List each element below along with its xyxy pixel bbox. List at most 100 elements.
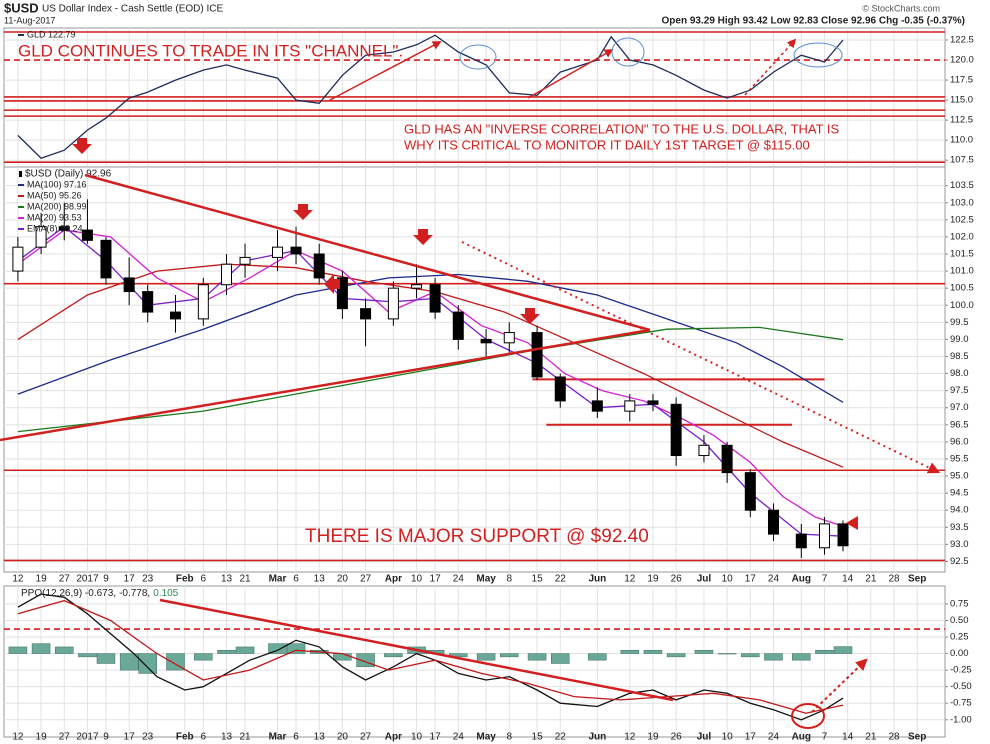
candle-body — [744, 472, 756, 511]
candle-body — [503, 332, 515, 344]
y-tick-label: 99.0 — [950, 334, 969, 345]
y-tick-label: 0.00 — [950, 648, 969, 659]
histogram-bar — [268, 643, 287, 654]
x-tick-label: 6 — [201, 574, 207, 585]
candle-body — [429, 284, 441, 313]
histogram-bar — [286, 643, 306, 654]
x-tick-label: 21 — [239, 574, 251, 585]
candle-body — [100, 239, 112, 279]
x-tick-label: 12 — [12, 574, 24, 585]
histogram-bar — [527, 653, 547, 661]
y-tick-label: 96.5 — [950, 419, 969, 430]
x-tick-label: 26 — [671, 732, 683, 743]
histogram-bar — [119, 653, 139, 671]
y-tick-label: 107.5 — [950, 155, 974, 166]
y-tick-label: 102.5 — [950, 214, 974, 225]
annotation: GLD CONTINUES TO TRADE IN ITS "CHANNEL". — [18, 41, 403, 60]
x-tick-label: 14 — [842, 574, 854, 585]
candle-body — [795, 533, 807, 549]
candle-body — [142, 291, 154, 313]
candle-body — [336, 277, 348, 310]
x-tick-label: 6 — [201, 732, 207, 743]
x-tick-label: 6 — [293, 732, 299, 743]
legend-label: 0.105 — [153, 588, 178, 599]
y-tick-label: 95.0 — [950, 471, 969, 482]
annotation: THERE IS MAJOR SUPPORT @ $92.40 — [305, 526, 649, 547]
histogram-bar — [741, 653, 760, 658]
y-tick-label: 117.5 — [950, 75, 973, 86]
histogram-bar — [476, 653, 496, 661]
x-tick-label: 19 — [36, 732, 48, 743]
x-tick-label: 17 — [745, 574, 757, 585]
x-tick-label: 27 — [360, 732, 372, 743]
y-tick-label: -1.00 — [950, 714, 972, 725]
x-tick-label: 2017 — [76, 732, 99, 743]
candle-body — [58, 226, 70, 231]
down-arrow — [413, 229, 433, 245]
series-line — [17, 229, 844, 527]
histogram-bar — [8, 646, 28, 654]
y-tick-label: 97.0 — [950, 402, 969, 413]
histogram-bar — [643, 650, 663, 654]
x-tick-label: 10 — [722, 732, 734, 743]
x-tick-label: 13 — [314, 732, 326, 743]
x-tick-label: 17 — [745, 732, 757, 743]
x-tick-label: May — [476, 574, 496, 585]
y-tick-label: 97.5 — [950, 385, 969, 396]
panel — [3, 166, 946, 573]
x-tick-label: 28 — [888, 574, 900, 585]
y-tick-label: 99.5 — [950, 317, 969, 328]
x-tick-label: 24 — [768, 574, 780, 585]
candle-body — [35, 226, 47, 248]
x-tick-label: Feb — [176, 732, 194, 743]
triangle — [846, 516, 858, 530]
candle-body — [818, 523, 830, 549]
y-tick-label: 112.5 — [950, 115, 973, 126]
histogram-bar — [333, 653, 352, 661]
x-tick-label: Jul — [697, 574, 712, 585]
histogram-bar — [138, 653, 157, 674]
candle-body — [81, 229, 93, 241]
candle-body — [271, 246, 283, 258]
left-arrow — [324, 274, 340, 294]
legend-label: PPO(12,26,9) -0.673, — [21, 588, 116, 599]
histogram-bar — [833, 646, 853, 654]
x-tick-label: 13 — [314, 574, 326, 585]
trend-arrow — [527, 49, 614, 99]
x-tick-label: 13 — [221, 574, 233, 585]
candle-body — [290, 246, 302, 255]
histogram-bar — [620, 650, 640, 654]
x-tick-label: 9 — [103, 732, 109, 743]
candle-body — [12, 246, 24, 272]
x-tick-label: 10 — [411, 574, 423, 585]
x-tick-label: Aug — [792, 574, 811, 585]
x-tick-label: 24 — [453, 732, 465, 743]
highlight-circle — [793, 42, 843, 68]
x-tick-label: May — [476, 732, 496, 743]
histogram-bar — [235, 646, 255, 654]
x-tick-label: 22 — [555, 732, 567, 743]
histogram-bar — [717, 653, 737, 655]
y-tick-label: 94.5 — [950, 488, 969, 499]
x-tick-label: 19 — [647, 574, 659, 585]
candle-body — [767, 509, 779, 535]
candle-body — [387, 287, 399, 320]
candle-body — [221, 263, 233, 286]
x-tick-label: 21 — [865, 574, 877, 585]
x-tick-label: Mar — [269, 732, 287, 743]
x-tick-label: 2017 — [76, 574, 99, 585]
x-tick-label: Sep — [908, 574, 926, 585]
highlight-circle — [611, 37, 645, 67]
x-tick-label: 19 — [36, 574, 48, 585]
series-line — [17, 273, 844, 403]
y-tick-label: 98.0 — [950, 368, 969, 379]
date: 11-Aug-2017 — [4, 15, 55, 25]
candle-body — [170, 311, 182, 320]
x-tick-label: Sep — [908, 732, 926, 743]
x-tick-label: Feb — [176, 574, 194, 585]
y-tick-label: 93.5 — [950, 522, 969, 533]
y-tick-label: 103.5 — [950, 180, 974, 191]
x-tick-label: 13 — [221, 732, 233, 743]
legend-swatch — [19, 171, 22, 177]
